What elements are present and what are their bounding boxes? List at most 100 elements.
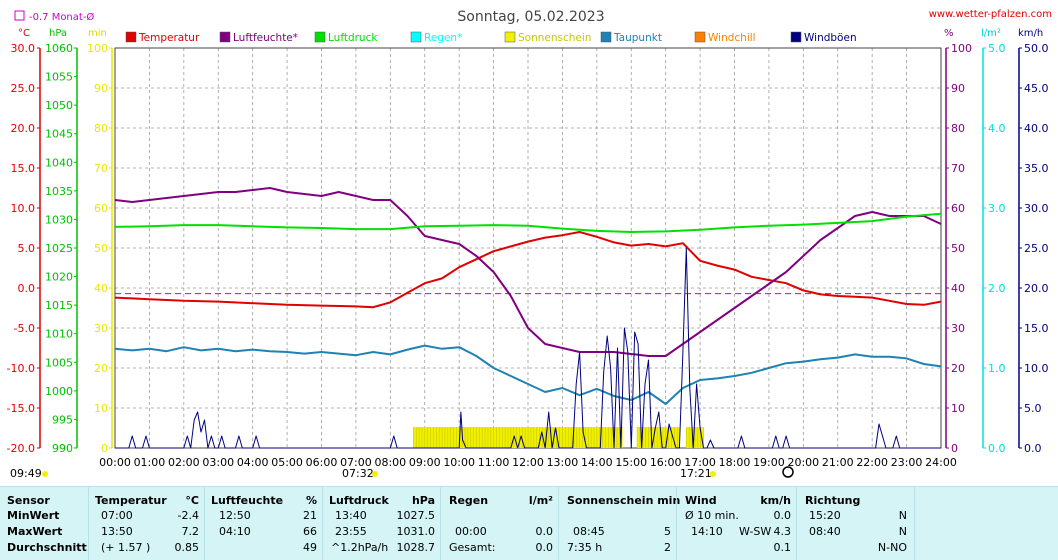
legend-swatch (600, 31, 612, 43)
rain-tick-label: 5.0 (988, 42, 1006, 55)
wind-tick-label: 15.0 (1024, 322, 1049, 335)
unit-lm2: l/m² (981, 28, 1001, 39)
hum-min-time: 12:50 (219, 509, 251, 522)
x-tick-label: 09:00 (409, 456, 441, 469)
x-tick-label: 24:00 (925, 456, 957, 469)
sun-max-value: 5 (664, 525, 671, 538)
col-sensor: Sensor MinWert MaxWert Durchschnitt (0, 487, 88, 560)
x-tick-label: 23:00 (891, 456, 923, 469)
rain-total-value: 0.0 (535, 541, 554, 554)
rain-total-label: Gesamt: (449, 541, 496, 554)
rain-tick-label: 3.0 (988, 202, 1006, 215)
rain-tick-label: 2.0 (988, 282, 1006, 295)
x-tick-label: 01:00 (134, 456, 166, 469)
chart-header: Sonntag, 05.02.2023 www.wetter-pfalzen.c… (14, 9, 1052, 39)
pressure-tick-label: 995 (52, 413, 73, 426)
pres-avg-value: 1028.7 (396, 541, 436, 554)
sunshine-tick-label: 0 (101, 442, 108, 455)
col-wind: Wind km/h Ø 10 min. 0.0 14:10 W-SW 4.3 0… (676, 487, 797, 560)
wind-avg10-label: Ø 10 min. (685, 509, 739, 522)
header-direction: Richtung (805, 494, 861, 507)
temperature-tick-label: -5.0 (14, 322, 35, 335)
hum-min-value: 21 (303, 509, 317, 522)
series-lines (114, 187, 942, 449)
col-humidity: Luftfeuchte % 12:50 21 04:10 66 49 (204, 487, 323, 560)
x-tick-label: 19:00 (753, 456, 785, 469)
humidity-tick-label: 30 (951, 322, 965, 335)
header-wind-unit: km/h (760, 494, 791, 507)
x-tick-label: 00:00 (99, 456, 131, 469)
legend-swatch (125, 31, 137, 43)
x-tick-label: 06:00 (306, 456, 338, 469)
x-tick-label: 10:00 (443, 456, 475, 469)
site-link[interactable]: www.wetter-pfalzen.com (929, 9, 1052, 20)
pressure-tick-label: 1020 (45, 271, 73, 284)
header-humidity-unit: % (305, 494, 317, 507)
x-tick-label: 20:00 (787, 456, 819, 469)
sun-total-duration: 7:35 h (567, 541, 603, 554)
dir-max-time: 08:40 (809, 525, 841, 538)
wind-avg10-value: 0.0 (773, 509, 792, 522)
unit-kmh: km/h (1018, 28, 1043, 39)
chart-axes: 00:00 01:00 02:00 03:00 04:00 05:00 06:00 07:00… (7, 42, 1049, 469)
col-direction: Richtung 15:20 N 08:40 N N-NO (796, 487, 915, 560)
dir-min-value: N (898, 509, 907, 522)
first-time-dot (42, 471, 48, 477)
x-tick-label: 21:00 (822, 456, 854, 469)
x-tick-label: 07:00 (340, 456, 372, 469)
row-label-max: MaxWert (7, 525, 63, 538)
rain-tick-label: 4.0 (988, 122, 1006, 135)
hum-max-time: 04:10 (219, 525, 251, 538)
series-temperatur-line (114, 231, 942, 309)
col-sunshine: Sonnenschein min 08:45 5 7:35 h 2 (558, 487, 680, 560)
dir-max-value: N (898, 525, 907, 538)
legend-swatch (694, 31, 706, 43)
rain-tick-label: 0.0 (988, 442, 1006, 455)
wind-tick-label: 25.0 (1024, 242, 1049, 255)
col-rain: Regen l/m² 00:00 0.0 Gesamt: 0.0 (440, 487, 559, 560)
pres-min-value: 1027.5 (396, 509, 436, 522)
wind-tick-label: 35.0 (1024, 162, 1049, 175)
legend-swatch (410, 31, 422, 43)
pressure-tick-label: 1015 (45, 299, 73, 312)
header-temperature: Temperatur (95, 494, 167, 507)
wind-tick-label: 40.0 (1024, 122, 1049, 135)
row-label-avg: Durchschnitt (7, 541, 87, 554)
x-tick-label: 12:00 (512, 456, 544, 469)
legend-label: Luftfeuchte* (233, 32, 298, 44)
sunshine-tick-label: 60 (94, 202, 108, 215)
sun-markers: 09:49 07:32 17:21 (10, 466, 794, 480)
sunshine-tick-label: 90 (94, 82, 108, 95)
sunshine-tick-label: 80 (94, 122, 108, 135)
sunset-dot (710, 471, 716, 477)
humidity-tick-label: 70 (951, 162, 965, 175)
dir-min-time: 15:20 (809, 509, 841, 522)
temp-avg-note: (+ 1.57 ) (101, 541, 151, 554)
x-tick-label: 18:00 (719, 456, 751, 469)
header-rain-unit: l/m² (528, 494, 553, 507)
wind-avg-value: 0.1 (773, 541, 792, 554)
x-tick-label: 11:00 (478, 456, 510, 469)
pres-max-time: 23:55 (335, 525, 367, 538)
legend-swatch (314, 31, 326, 43)
sunshine-tick-label: 20 (94, 362, 108, 375)
humidity-tick-label: 20 (951, 362, 965, 375)
temperature-tick-label: 10.0 (11, 202, 36, 215)
pressure-tick-label: 1035 (45, 185, 73, 198)
temperature-tick-label: 0.0 (18, 282, 36, 295)
sunshine-tick-label: 10 (94, 402, 108, 415)
wind-tick-label: 45.0 (1024, 82, 1049, 95)
weather-chart: 00:00 01:00 02:00 03:00 04:00 05:00 06:00 07:00… (7, 9, 1052, 480)
legend-label: Temperatur (138, 32, 200, 44)
unit-percent: % (944, 28, 954, 39)
sunshine-tick-label: 30 (94, 322, 108, 335)
temperature-tick-label: -10.0 (7, 362, 35, 375)
wind-max-direction: W-SW (739, 525, 772, 538)
pressure-tick-label: 1030 (45, 213, 73, 226)
dir-avg-value: N-NO (877, 541, 907, 554)
header-sensor: Sensor (7, 494, 50, 507)
sun-max-time: 08:45 (573, 525, 605, 538)
humidity-tick-label: 50 (951, 242, 965, 255)
sunshine-tick-label: 50 (94, 242, 108, 255)
legend-swatch (219, 31, 231, 43)
